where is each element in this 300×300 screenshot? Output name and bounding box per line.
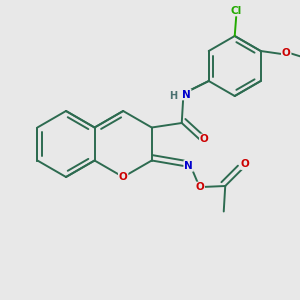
Text: O: O — [200, 134, 208, 145]
Text: O: O — [195, 182, 204, 193]
Text: N: N — [182, 89, 190, 100]
Text: O: O — [241, 159, 250, 169]
Text: O: O — [282, 48, 291, 59]
Text: N: N — [184, 161, 193, 171]
Text: H: H — [169, 91, 177, 101]
Text: Cl: Cl — [231, 5, 242, 16]
Text: O: O — [119, 172, 128, 182]
